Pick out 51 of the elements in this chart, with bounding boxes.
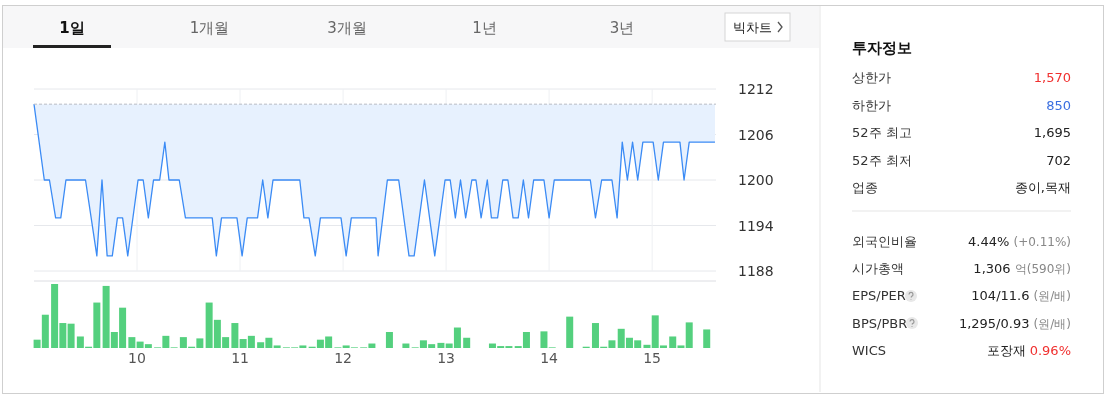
text: 1,570 (1033, 70, 1071, 85)
bar (685, 322, 693, 348)
y-tick-label: 1194 (738, 217, 774, 234)
text: 3개월 (327, 19, 367, 37)
bar (402, 343, 410, 348)
text: 포장재 0.96% (986, 342, 1071, 358)
bar (231, 323, 239, 348)
x-tick-label: 11 (231, 350, 249, 366)
text: 상한가 (852, 70, 891, 85)
text: 업종 (852, 180, 878, 195)
bar (540, 331, 548, 348)
text: 외국인비율 (852, 234, 917, 249)
bar (703, 329, 711, 348)
text: 4.44% (+0.11%) (968, 234, 1071, 249)
text: 종이,목재 (1014, 180, 1071, 195)
bar (67, 323, 75, 348)
text: 1년 (472, 19, 497, 37)
text: 52주 최저 (852, 152, 912, 168)
bar (566, 316, 574, 348)
bar (128, 337, 136, 348)
text: EPS/PER (852, 288, 906, 304)
bar (463, 337, 471, 348)
y-tick-label: 1200 (738, 172, 774, 188)
bar (385, 332, 393, 348)
text: 시가총액 (852, 261, 904, 277)
text: BPS/PBR (852, 315, 908, 331)
text: 1,295/0.93 (원/배) (958, 315, 1071, 331)
x-tick-label: 13 (437, 350, 455, 366)
y-tick-label: 1212 (738, 81, 774, 97)
text: 3년 (609, 19, 635, 37)
x-tick-label: 14 (540, 350, 559, 366)
text: 702 (1046, 152, 1071, 168)
y-tick-label: 1206 (738, 126, 774, 143)
text: 투자정보 (852, 39, 912, 57)
x-tick-label: 10 (128, 350, 146, 366)
text: 하한가 (852, 97, 891, 113)
text: 빅차트 (733, 20, 772, 35)
text: 1,306 억(590위) (973, 261, 1071, 277)
bar (273, 345, 281, 348)
text: 1,695 (1033, 125, 1071, 140)
text: 850 (1046, 97, 1071, 113)
x-tick-label: 15 (643, 350, 662, 366)
text: 104/11.6 (원/배) (971, 288, 1071, 304)
y-tick-label: 1188 (738, 263, 774, 279)
bar (437, 342, 445, 348)
text: WICS (852, 342, 887, 358)
text: 1일 (59, 19, 85, 37)
bar (643, 344, 651, 348)
text: 1개월 (189, 19, 230, 37)
x-tick-label: 12 (334, 350, 352, 366)
text: 52주 최고 (852, 125, 912, 140)
